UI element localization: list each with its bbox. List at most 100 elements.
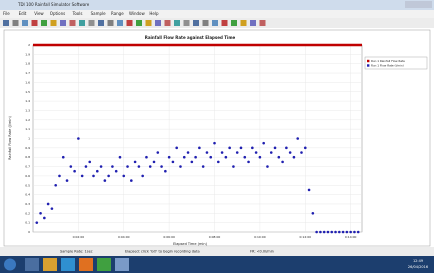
legend-label: Run 1 Rainfall Flow Rate — [371, 59, 405, 63]
data-point — [134, 161, 137, 164]
taskbar-icon[interactable] — [43, 258, 57, 271]
menu-item[interactable]: Options — [50, 11, 65, 16]
toolbar-button[interactable] — [98, 20, 104, 26]
start-button[interactable] — [4, 259, 16, 271]
toolbar-button[interactable] — [79, 20, 85, 26]
y-tick-label: 1.5 — [25, 90, 30, 94]
toolbar-button[interactable] — [250, 20, 256, 26]
data-point — [183, 156, 186, 159]
menu-item[interactable]: Window — [129, 11, 146, 16]
toolbar-button[interactable] — [89, 20, 95, 26]
data-point — [330, 231, 333, 234]
y-tick-label: 1 — [28, 137, 30, 141]
data-point — [39, 212, 42, 215]
menu-item[interactable]: Help — [149, 11, 159, 16]
toolbar-button[interactable] — [22, 20, 28, 26]
y-tick-label: 1.1 — [25, 127, 30, 131]
toolbar-button[interactable] — [174, 20, 180, 26]
data-point — [209, 156, 212, 159]
toolbar-button[interactable] — [60, 20, 66, 26]
data-point — [153, 161, 156, 164]
data-point — [304, 147, 307, 150]
taskbar-icon[interactable] — [97, 258, 111, 271]
taskbar-icon[interactable] — [79, 258, 93, 271]
data-point — [308, 189, 311, 192]
data-point — [240, 147, 243, 150]
y-tick-label: 0.9 — [25, 146, 30, 150]
data-point — [43, 217, 46, 220]
data-point — [111, 165, 114, 168]
toolbar-button[interactable] — [117, 20, 123, 26]
data-point — [156, 151, 159, 154]
status-text: Sample Rate: 1sec — [60, 250, 93, 254]
legend-swatch — [367, 60, 369, 62]
y-tick-label: 0.4 — [25, 193, 30, 197]
toolbar-button[interactable] — [51, 20, 57, 26]
data-point — [168, 156, 171, 159]
toolbar-button[interactable] — [165, 20, 171, 26]
y-tick-label: 2 — [28, 43, 30, 47]
toolbar-button[interactable] — [70, 20, 76, 26]
toolbar-button[interactable] — [155, 20, 161, 26]
toolbar-button[interactable] — [193, 20, 199, 26]
data-point — [51, 207, 54, 210]
status-text: Elapsed: click 'GO' to begin recording d… — [125, 250, 200, 254]
data-point — [232, 165, 235, 168]
data-point — [145, 156, 148, 159]
toolbar-button[interactable] — [260, 20, 266, 26]
data-point — [149, 165, 152, 168]
toolbar-button[interactable] — [13, 20, 19, 26]
toolbar-button[interactable] — [3, 20, 9, 26]
data-point — [191, 161, 194, 164]
toolbar-button[interactable] — [222, 20, 228, 26]
window-buttons[interactable] — [405, 1, 432, 8]
toolbar-button[interactable] — [203, 20, 209, 26]
menu-item[interactable]: Edit — [19, 11, 27, 16]
y-tick-label: 1.2 — [25, 118, 30, 122]
data-point — [217, 161, 220, 164]
menu-item[interactable]: Tools — [72, 11, 83, 16]
clock-time: 12:49 — [413, 259, 423, 263]
taskbar-icon[interactable] — [25, 258, 39, 271]
data-point — [96, 170, 99, 173]
data-point — [270, 151, 273, 154]
menu-item[interactable]: Range — [111, 11, 124, 16]
data-point — [47, 203, 50, 206]
menu-item[interactable]: View — [34, 11, 44, 16]
x-axis-label: Elapsed Time (min) — [173, 242, 208, 246]
toolbar-button[interactable] — [146, 20, 152, 26]
data-point — [73, 170, 76, 173]
toolbar-button[interactable] — [241, 20, 247, 26]
menu-item[interactable]: File — [3, 11, 10, 16]
status-text: FR: <0.0l/min — [250, 250, 274, 254]
y-tick-label: 1.6 — [25, 80, 30, 84]
menu-item[interactable]: Sample — [91, 11, 107, 16]
y-tick-label: 0.2 — [25, 211, 30, 215]
data-point — [104, 179, 107, 182]
data-point — [206, 151, 209, 154]
toolbar-button[interactable] — [127, 20, 133, 26]
data-point — [262, 142, 265, 145]
toolbar-button[interactable] — [32, 20, 38, 26]
data-point — [100, 165, 103, 168]
data-point — [187, 151, 190, 154]
taskbar-icon[interactable] — [61, 258, 75, 271]
data-point — [296, 137, 299, 140]
data-point — [251, 147, 254, 150]
toolbar-button[interactable] — [184, 20, 190, 26]
data-point — [334, 231, 337, 234]
data-point — [327, 231, 330, 234]
data-point — [164, 170, 167, 173]
toolbar-button[interactable] — [108, 20, 114, 26]
data-point — [338, 231, 341, 234]
toolbar-button[interactable] — [41, 20, 47, 26]
data-point — [247, 161, 250, 164]
window-title: TDI 100 Rainfall Simulator Software — [17, 2, 90, 7]
toolbar-button[interactable] — [136, 20, 142, 26]
data-point — [285, 147, 288, 150]
toolbar-button[interactable] — [231, 20, 237, 26]
taskbar-icon[interactable] — [115, 258, 129, 271]
clock-date: 26/04/2016 — [408, 265, 428, 269]
toolbar-button[interactable] — [212, 20, 218, 26]
data-point — [353, 231, 356, 234]
